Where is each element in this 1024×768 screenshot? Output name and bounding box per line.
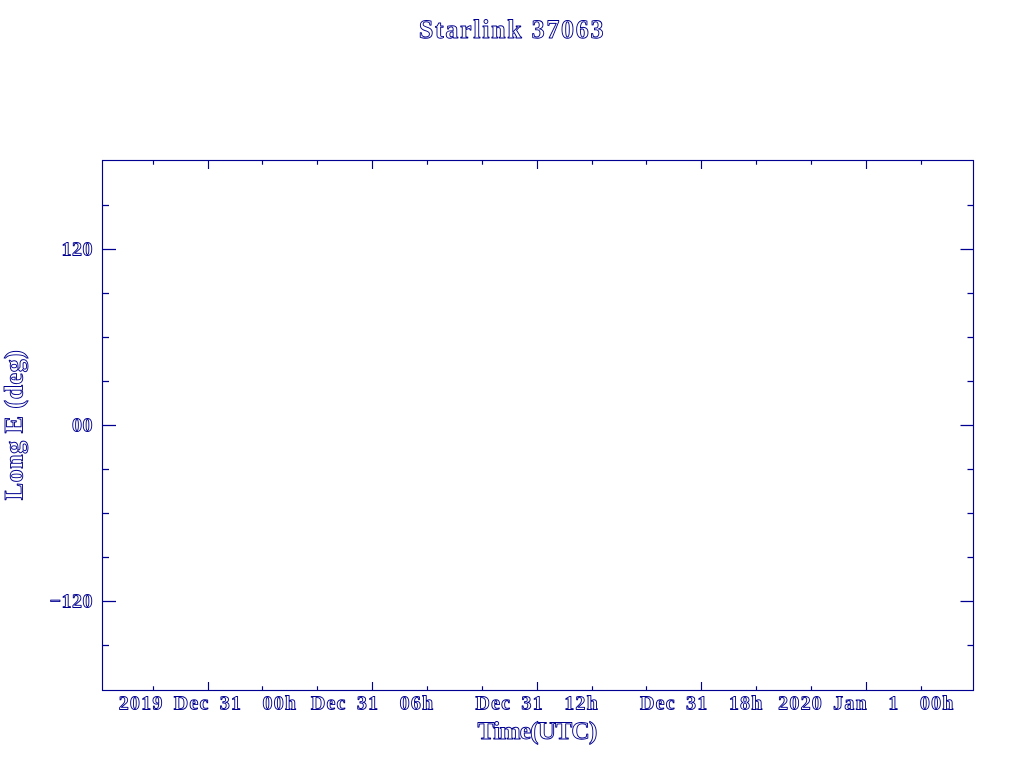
svg-text:Dec 31 06h: Dec 31 06h <box>311 693 435 715</box>
svg-text:120: 120 <box>62 239 94 261</box>
svg-text:Dec 31 12h: Dec 31 12h <box>475 693 599 715</box>
svg-text:Dec 31 18h: Dec 31 18h <box>640 693 764 715</box>
svg-text:2020 Jan 1 00h: 2020 Jan 1 00h <box>778 693 954 715</box>
svg-text:Time(UTC): Time(UTC) <box>478 716 597 745</box>
svg-text:Long E (deg): Long E (deg) <box>0 350 29 500</box>
svg-text:Starlink 37063: Starlink 37063 <box>419 15 605 44</box>
svg-text:00: 00 <box>72 415 93 437</box>
svg-text:−120: −120 <box>50 591 93 613</box>
svg-text:2019 Dec 31 00h: 2019 Dec 31 00h <box>119 693 298 715</box>
